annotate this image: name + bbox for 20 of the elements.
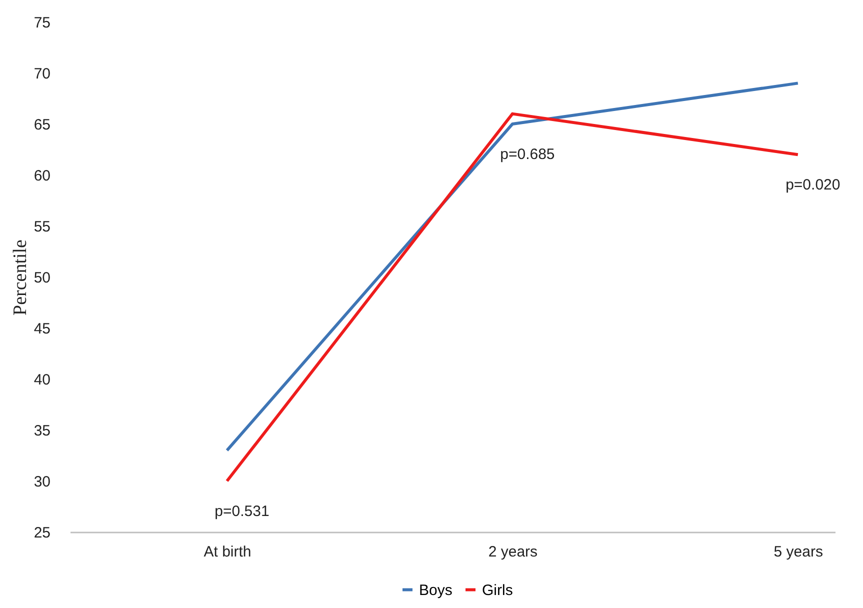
y-tick-label: 75 — [34, 14, 50, 32]
x-tick-label: 5 years — [774, 544, 823, 560]
y-tick-label: 25 — [34, 524, 50, 542]
x-tick-label: At birth — [204, 544, 252, 560]
y-tick-label: 70 — [34, 66, 50, 82]
y-tick-label: 50 — [34, 270, 50, 286]
y-tick-label: 55 — [34, 218, 50, 236]
annotation: p=0.685 — [500, 146, 555, 163]
y-tick-label: 35 — [34, 422, 50, 440]
y-tick-label: 45 — [34, 320, 50, 338]
y-tick-label: 60 — [34, 168, 50, 184]
annotation: p=0.531 — [214, 503, 270, 520]
legend-label: Girls — [482, 582, 513, 599]
y-tick-label: 40 — [34, 372, 50, 388]
annotation: p=0.020 — [786, 176, 840, 194]
x-tick-label: 2 years — [488, 544, 538, 560]
y-axis-title: Percentile — [10, 240, 31, 316]
y-tick-label: 65 — [34, 116, 50, 134]
legend-label: Boys — [419, 582, 452, 599]
y-tick-label: 30 — [34, 474, 50, 490]
